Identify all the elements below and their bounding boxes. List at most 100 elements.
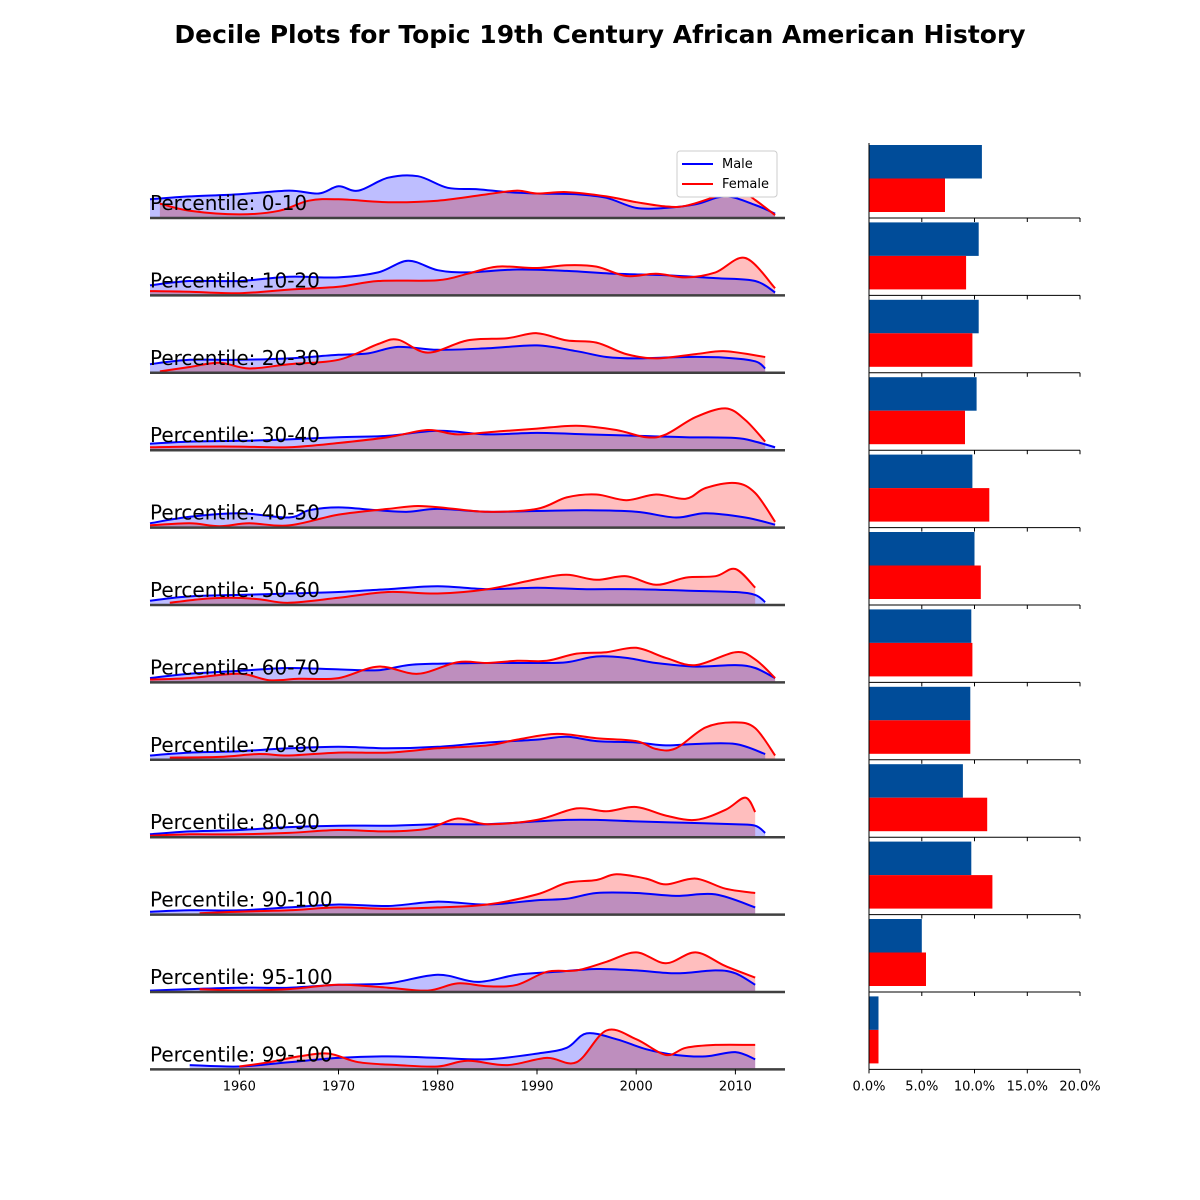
row-label: Percentile: 95-100: [150, 965, 333, 989]
female-bar: [869, 642, 973, 677]
female-density-line: [149, 796, 757, 837]
male-bar: [869, 454, 973, 489]
bar-x-axis: 0.0% 5.0% 10.0% 15.0% 20.0%: [852, 1079, 1100, 1094]
bar-panel: [868, 841, 1081, 919]
row-label: Percentile: 10-20: [150, 268, 320, 292]
male-density-line: [149, 344, 766, 370]
row-label: Percentile: 0-10: [150, 191, 307, 215]
female-density-line: [149, 256, 776, 295]
female-density-line: [169, 721, 776, 759]
bar-panel: [868, 222, 1081, 300]
bar-panel: [868, 764, 1081, 842]
female-bar: [869, 178, 945, 212]
decile-panel: Percentile: 50-60: [149, 567, 785, 607]
x-tick-label: 2010: [719, 1079, 752, 1094]
bar-tick-label: 10.0%: [954, 1079, 995, 1094]
decile-panel: Percentile: 70-80: [149, 721, 785, 762]
male-density-line: [149, 967, 756, 992]
bar-tick-label: 5.0%: [905, 1079, 938, 1094]
decile-panel: Percentile: 40-50: [149, 481, 785, 529]
male-bar: [869, 764, 963, 798]
row-label: Percentile: 50-60: [150, 578, 320, 602]
female-bar: [869, 255, 967, 290]
bar-tick-label: 20.0%: [1059, 1079, 1100, 1094]
decile-panel: Percentile: 20-30: [149, 332, 785, 375]
female-bar: [869, 952, 926, 986]
x-tick-label: 2000: [620, 1079, 653, 1094]
decile-panel: Percentile: 90-100: [149, 873, 785, 916]
male-bar: [869, 299, 979, 334]
bar-panels: [868, 143, 1081, 1074]
male-density-line: [149, 506, 776, 526]
female-bar: [869, 797, 988, 832]
female-density-fill: [169, 568, 756, 605]
female-density-fill: [169, 722, 776, 760]
female-density-line: [239, 1028, 756, 1068]
row-label: Percentile: 70-80: [150, 733, 320, 757]
decile-panel: Percentile: 10-20: [149, 256, 785, 297]
female-density-line: [159, 332, 766, 373]
female-density-line: [149, 481, 776, 528]
female-bar: [869, 565, 981, 599]
row-label: Percentile: 99-100: [150, 1042, 333, 1066]
female-density-fill: [159, 187, 776, 218]
bar-tick-label: 0.0%: [852, 1079, 885, 1094]
female-density-fill: [239, 1029, 756, 1070]
female-bar: [869, 410, 965, 445]
row-label: Percentile: 80-90: [150, 810, 320, 834]
male-bar: [869, 222, 979, 256]
female-density-fill: [150, 257, 776, 296]
bar-panel: [868, 919, 1081, 996]
male-bar: [869, 841, 972, 876]
bar-panel: [868, 454, 1081, 532]
male-bar: [869, 532, 975, 566]
female-density-line: [149, 407, 766, 449]
female-density-fill: [150, 482, 776, 528]
male-bar: [869, 686, 971, 721]
decile-panel: Percentile: 95-100: [149, 951, 785, 994]
female-density-line: [199, 873, 756, 915]
male-bar: [869, 996, 879, 1030]
male-bar: [869, 919, 922, 953]
male-density-line: [189, 1032, 756, 1068]
row-label: Percentile: 60-70: [150, 655, 320, 679]
decile-panel: Percentile: 99-100: [150, 1028, 785, 1071]
decile-panel: Percentile: 60-70: [149, 646, 785, 684]
female-density-line: [149, 646, 776, 682]
legend-female-label: Female: [722, 177, 769, 192]
female-density-fill: [150, 408, 766, 451]
female-bar: [869, 875, 993, 909]
bar-panel: [868, 532, 1081, 609]
x-tick-label: 1970: [322, 1079, 355, 1094]
x-tick-label: 1980: [421, 1079, 454, 1094]
female-bar: [869, 488, 990, 522]
x-tick-label: 1990: [520, 1079, 553, 1094]
male-bar: [869, 145, 982, 179]
decile-panel: Percentile: 30-40: [149, 407, 785, 452]
row-label: Percentile: 40-50: [150, 501, 320, 525]
decile-panels: Percentile: 0-10 Percentile: 10-20 Percent…: [149, 174, 785, 1071]
female-bar: [869, 333, 973, 367]
bar-panel: [868, 686, 1081, 764]
female-density-fill: [199, 952, 756, 992]
bar-panel: [868, 609, 1081, 687]
male-bar: [869, 377, 977, 411]
bar-panel: [868, 299, 1081, 377]
x-tick-label: 1960: [223, 1079, 256, 1094]
female-bar: [869, 1029, 879, 1064]
female-bar: [869, 720, 971, 754]
male-bar: [869, 609, 972, 643]
legend-male-label: Male: [722, 157, 753, 172]
chart-title: Decile Plots for Topic 19th Century Afri…: [174, 20, 1025, 49]
row-label: Percentile: 20-30: [150, 346, 320, 370]
bar-panel: [868, 145, 1081, 222]
female-density-line: [199, 951, 756, 992]
legend[interactable]: Male Female: [676, 150, 778, 198]
bar-panel: [868, 377, 1081, 455]
bar-panel: [868, 996, 1081, 1074]
legend-box: [676, 150, 778, 198]
decile-panel: Percentile: 80-90: [149, 796, 785, 839]
female-density-fill: [199, 874, 756, 915]
row-label: Percentile: 30-40: [150, 423, 320, 447]
